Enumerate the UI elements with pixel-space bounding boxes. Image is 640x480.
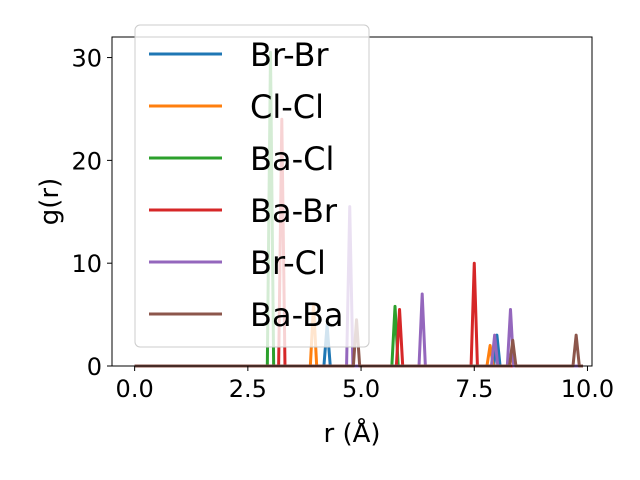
x-tick-label: 0.0 [116, 375, 154, 403]
x-tick-label: 7.5 [455, 375, 493, 403]
y-tick-label: 20 [71, 147, 102, 175]
y-tick-label: 30 [71, 45, 102, 73]
x-axis-label: r (Å) [323, 417, 380, 449]
y-tick-label: 10 [71, 250, 102, 278]
legend-label-ba-br: Ba-Br [250, 192, 338, 230]
legend-label-ba-cl: Ba-Cl [250, 140, 334, 178]
x-tick-label: 5.0 [342, 375, 380, 403]
legend: Br-Br Cl-Cl Ba-Cl Ba-Br Br-Cl Ba-Ba [134, 24, 370, 348]
x-tick-label: 10.0 [561, 375, 614, 403]
legend-label-br-br: Br-Br [250, 36, 329, 74]
legend-label-br-cl: Br-Cl [250, 244, 326, 282]
legend-label-cl-cl: Cl-Cl [250, 88, 324, 126]
y-axis-label: g(r) [35, 178, 65, 225]
x-tick-label: 2.5 [229, 375, 267, 403]
legend-label-ba-ba: Ba-Ba [250, 296, 344, 334]
axes-layer: 0.0 2.5 5.0 7.5 10.0 0 10 20 30 [71, 36, 614, 403]
y-tick-label: 0 [87, 353, 102, 381]
